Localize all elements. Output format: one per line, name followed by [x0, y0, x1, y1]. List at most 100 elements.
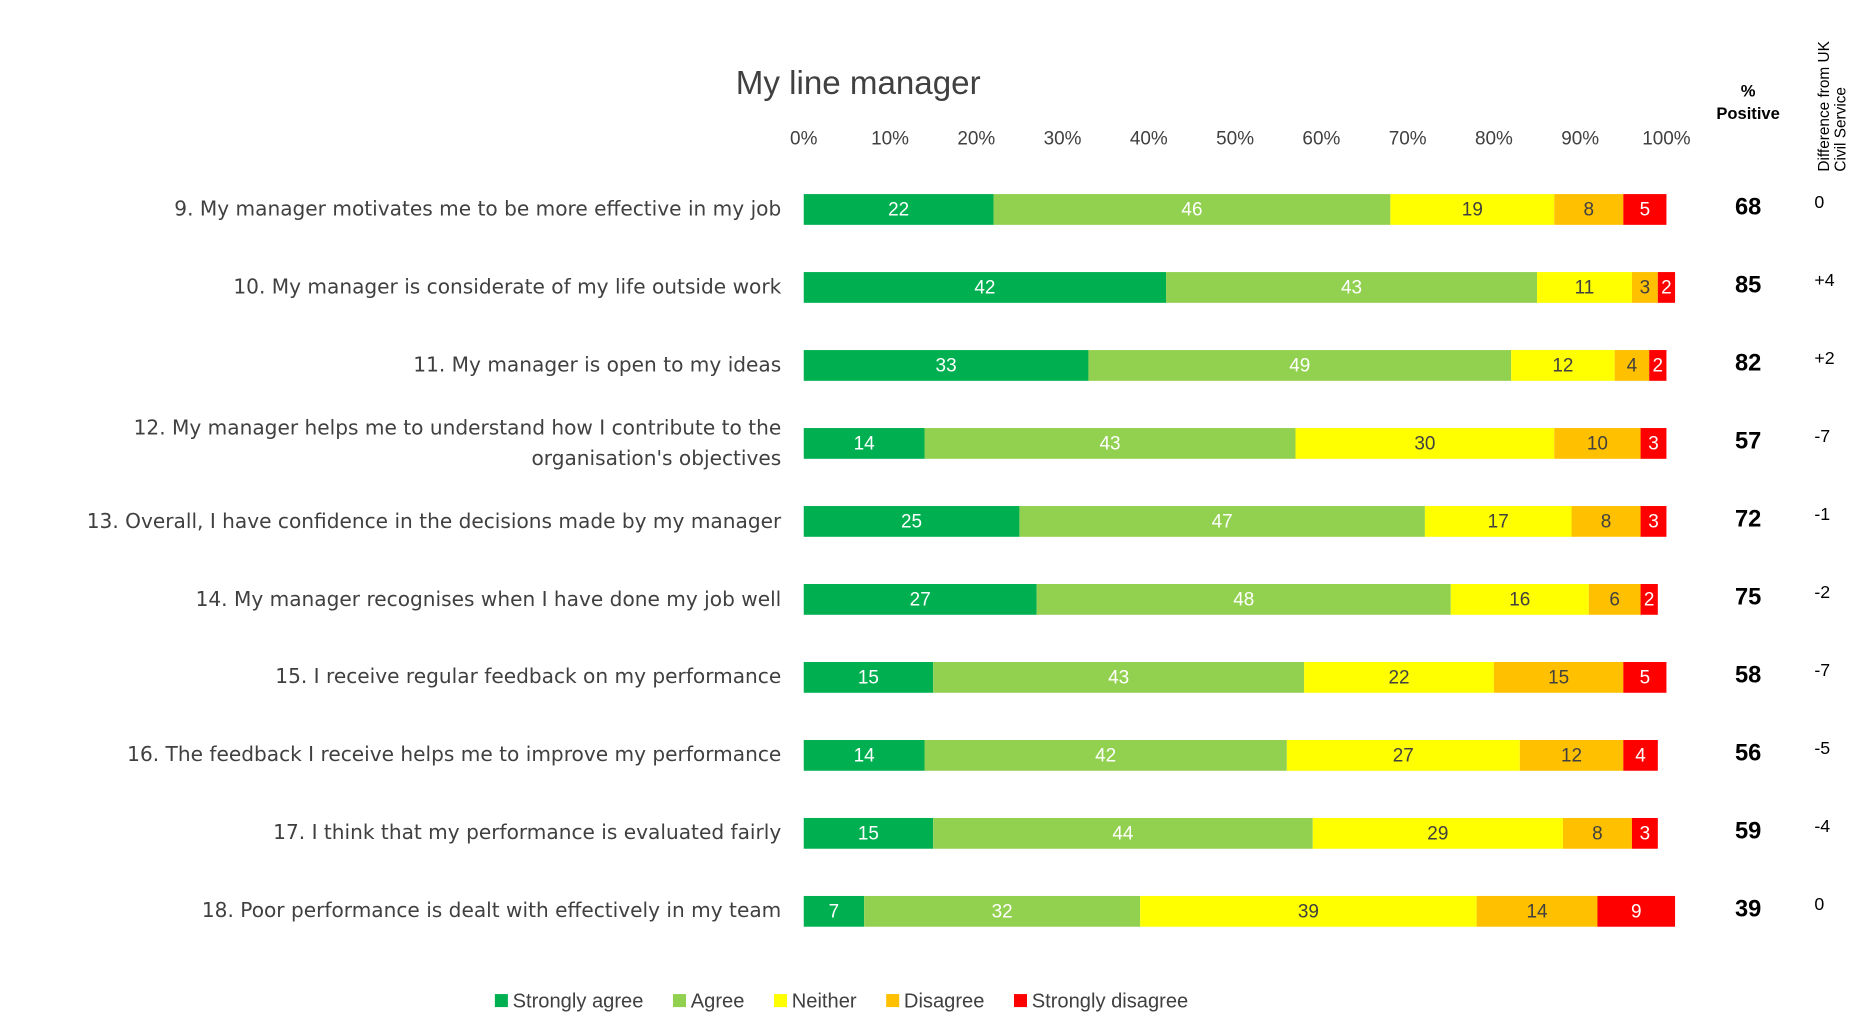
positive-value: 39: [1735, 896, 1761, 922]
data-label: 5: [1640, 668, 1651, 689]
data-label: 39: [1298, 902, 1319, 923]
difference-value: -4: [1814, 816, 1830, 836]
category-label-box: 15. I receive regular feedback on my per…: [275, 666, 781, 690]
difference-value: -2: [1814, 582, 1830, 602]
category-label-box: 10. My manager is considerate of my life…: [233, 275, 782, 300]
bar-segment: [924, 428, 1296, 459]
data-label: 8: [1601, 512, 1612, 533]
data-label: 43: [1341, 278, 1362, 299]
data-label: 17: [1488, 512, 1509, 533]
data-label: 5: [1640, 200, 1651, 221]
data-label: 11: [1575, 278, 1595, 299]
chart-title: My line manager: [736, 65, 981, 102]
category-label: 17. I think that my performance is evalu…: [273, 821, 782, 846]
bar-segment: [1036, 584, 1451, 615]
bar-segment: [1088, 350, 1512, 381]
x-tick-label: 80%: [1475, 129, 1513, 150]
difference-value: 0: [1814, 894, 1824, 914]
bar-segment: [803, 817, 934, 849]
legend-label: Disagree: [904, 991, 984, 1013]
legend-swatch: [1013, 994, 1028, 1008]
x-tick-label: 60%: [1302, 129, 1340, 150]
data-label: 2: [1644, 590, 1655, 611]
x-tick-label: 100%: [1642, 129, 1691, 150]
data-label: 19: [1462, 200, 1483, 221]
data-label: 8: [1584, 200, 1595, 221]
legend-label: Strongly disagree: [1032, 991, 1189, 1013]
data-label: 42: [1095, 746, 1116, 767]
positive-header: %: [1741, 82, 1756, 101]
data-label: 3: [1648, 434, 1659, 455]
data-label: 43: [1099, 434, 1120, 455]
bar-segment: [1019, 506, 1425, 537]
difference-value: 0: [1814, 192, 1824, 212]
bar-segment: [1286, 739, 1520, 771]
bar-segment: [1519, 739, 1624, 771]
bar-segment: [803, 272, 1167, 303]
category-label: 12. My manager helps me to understand ho…: [133, 416, 782, 471]
bar-segment: [1493, 662, 1624, 693]
bar-segment: [1623, 739, 1658, 771]
x-tick-label: 0%: [790, 129, 818, 150]
bar-segment: [803, 895, 865, 927]
bar-segment: [803, 428, 925, 459]
category-label-box: 14. My manager recognises when I have do…: [196, 588, 782, 612]
bar-segment: [1390, 194, 1555, 225]
data-label: 2: [1653, 356, 1664, 377]
category-label: 11. My manager is open to my ideas: [413, 353, 782, 378]
data-label: 15: [858, 824, 879, 845]
data-label: 32: [992, 902, 1013, 923]
bar-segment: [1424, 506, 1572, 537]
category-label: 9. My manager motivates me to be more ef…: [174, 197, 782, 222]
x-tick-label: 30%: [1044, 129, 1082, 150]
bar-segment: [1640, 428, 1667, 459]
data-label: 44: [1112, 824, 1133, 845]
bar-segment: [803, 662, 934, 693]
data-label: 3: [1640, 278, 1651, 299]
category-label-box: 17. I think that my performance is evalu…: [273, 821, 782, 846]
data-label: 48: [1233, 590, 1254, 611]
x-tick-label: 90%: [1561, 129, 1599, 150]
bar-segment: [993, 194, 1391, 225]
bar-segment: [1631, 272, 1658, 303]
x-tick-label: 50%: [1216, 129, 1254, 150]
data-label: 33: [936, 356, 957, 377]
difference-value: -5: [1814, 738, 1830, 758]
data-label: 47: [1212, 512, 1233, 533]
bar-segment: [1623, 194, 1667, 225]
positive-value: 68: [1735, 195, 1761, 221]
data-label: 7: [829, 902, 840, 923]
bar-segment: [803, 739, 925, 771]
legend-label: Strongly agree: [513, 991, 644, 1013]
positive-value: 72: [1735, 506, 1761, 532]
category-label: 18. Poor performance is dealt with effec…: [201, 899, 782, 924]
positive-value: 57: [1735, 428, 1761, 454]
bar-segment: [803, 506, 1020, 537]
data-label: 42: [974, 278, 995, 299]
data-label: 15: [1548, 668, 1569, 689]
difference-value: -1: [1814, 504, 1830, 524]
bar-segment: [1649, 350, 1667, 381]
difference-value: -7: [1814, 660, 1830, 680]
data-label: 2: [1661, 278, 1672, 299]
difference-header: Civil Service: [1833, 87, 1850, 172]
category-label-box: 18. Poor performance is dealt with effec…: [201, 899, 782, 924]
data-label: 3: [1648, 512, 1659, 533]
data-label: 14: [854, 746, 875, 767]
bar-segment: [1562, 817, 1632, 849]
category-label: 10. My manager is considerate of my life…: [233, 275, 782, 300]
x-tick-label: 20%: [957, 129, 995, 150]
data-label: 22: [888, 200, 909, 221]
bar-segment: [1304, 662, 1494, 693]
legend-label: Neither: [792, 991, 857, 1013]
data-label: 30: [1414, 434, 1435, 455]
category-label: 16. The feedback I receive helps me to i…: [127, 743, 782, 768]
positive-value: 59: [1735, 818, 1761, 844]
data-label: 12: [1552, 356, 1573, 377]
data-label: 43: [1108, 668, 1129, 689]
legend-swatch: [886, 994, 900, 1008]
bar-segment: [1657, 272, 1676, 303]
bar-segment: [803, 350, 1089, 381]
category-label-box: 13. Overall, I have confidence in the de…: [87, 510, 781, 534]
